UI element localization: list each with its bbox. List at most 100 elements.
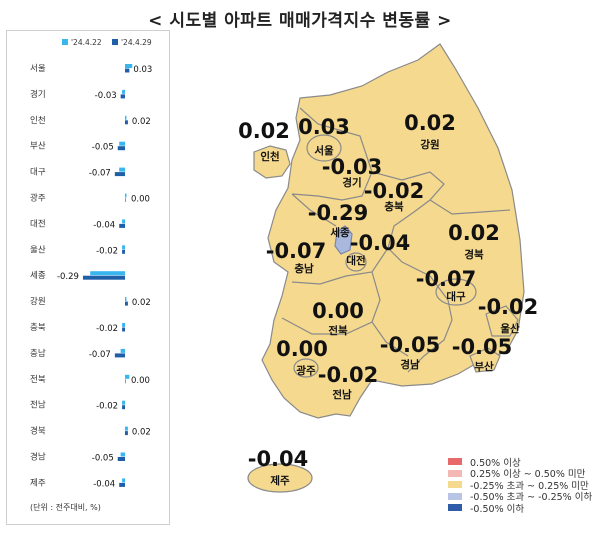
bar-1	[125, 374, 130, 379]
legend-swatch	[448, 492, 462, 500]
legend-item: 0.50% 이상	[448, 456, 592, 469]
unit-note: (단위 : 전주대비, %)	[30, 502, 101, 512]
region-value: 0.02	[404, 111, 456, 135]
region-name: 대전	[346, 254, 365, 267]
bar-2	[117, 146, 125, 151]
category-label: 대전	[30, 218, 46, 229]
region-name: 경남	[400, 358, 420, 371]
ulsan-shape	[485, 305, 519, 337]
bar-2	[117, 457, 125, 461]
bar-1	[125, 426, 128, 431]
region-name: 전북	[328, 324, 348, 337]
bar-1	[122, 400, 125, 405]
legend-item: -0.50% 초과 ~ -0.25% 이하	[448, 491, 592, 503]
bar-data-label: 0.03	[133, 65, 152, 75]
region-value: 0.00	[312, 299, 364, 323]
legend-swatch	[448, 469, 462, 477]
region-name: 대구	[446, 290, 466, 303]
bar-data-label: -0.29	[57, 272, 79, 282]
jeju-shape	[247, 463, 313, 493]
bar-1	[122, 478, 125, 483]
bar-2	[120, 94, 125, 99]
bar-1	[125, 297, 127, 302]
bar-1	[120, 348, 125, 353]
category-label: 충남	[30, 349, 46, 359]
bar-1	[122, 323, 125, 327]
incheon-shape	[253, 145, 291, 179]
bar-2	[122, 327, 125, 332]
bar-data-label: -0.07	[89, 350, 111, 360]
bar-2	[114, 172, 125, 177]
category-label: 경기	[30, 89, 46, 100]
region-name: 경북	[464, 248, 484, 261]
region-value: 0.02	[448, 221, 500, 245]
legend-label-2: '24.4.29	[121, 38, 152, 47]
category-label: 광주	[30, 193, 46, 204]
bar-2	[119, 223, 125, 228]
bar-1	[119, 141, 125, 146]
legend-label: -0.25% 초과 ~ 0.25% 미만	[470, 480, 589, 492]
region-name: 경기	[342, 176, 361, 189]
bar-1	[125, 64, 133, 68]
bar-2	[122, 405, 125, 410]
region-value: 0.00	[276, 337, 328, 361]
bar-data-label: -0.04	[93, 220, 115, 230]
bar-1	[90, 271, 125, 276]
bar-data-label: -0.07	[89, 169, 111, 179]
category-label: 인천	[30, 115, 46, 126]
region-value: -0.29	[308, 201, 369, 225]
category-label: 부산	[30, 141, 46, 152]
region-name: 제주	[270, 474, 290, 487]
category-label: 전북	[30, 374, 46, 385]
legend-label: 0.25% 이상 ~ 0.50% 미만	[470, 469, 586, 481]
bar-data-label: 0.02	[132, 428, 151, 438]
region-name: 충북	[384, 200, 404, 213]
bar-2	[119, 482, 125, 487]
legend-swatch	[448, 458, 462, 466]
region-value: -0.02	[364, 179, 425, 203]
region-value: -0.07	[416, 267, 477, 291]
gwangju-shape	[293, 358, 319, 378]
legend-label: 0.50% 이상	[470, 457, 521, 469]
legend-swatch	[448, 504, 462, 512]
legend-swatch-1	[62, 39, 68, 45]
bar-data-label: -0.05	[92, 454, 114, 464]
daejeon-shape	[345, 252, 367, 272]
legend-label-1: '24.4.22	[71, 38, 102, 47]
region-value: -0.02	[318, 363, 379, 387]
bar-1	[122, 245, 125, 250]
bar-2	[125, 68, 130, 73]
bar-1	[122, 89, 125, 94]
bar-data-label: -0.04	[93, 479, 115, 489]
bar-data-label: 0.02	[132, 298, 151, 308]
bar-data-label: -0.03	[95, 91, 117, 101]
region-value: -0.04	[248, 447, 309, 471]
bar-data-label: -0.05	[92, 143, 114, 153]
region-name: 세종	[330, 226, 350, 239]
bar-data-label: -0.02	[96, 246, 118, 256]
region-name: 강원	[420, 138, 439, 151]
category-label: 대구	[30, 168, 46, 178]
bar-1	[122, 219, 125, 224]
bar-1	[120, 452, 125, 457]
bar-chart: '24.4.22 '24.4.29 서울 0.03 경기 -0.03 인천 0.02 부산 -0.…	[30, 38, 152, 512]
category-label: 전남	[30, 400, 46, 411]
legend-item: -0.50% 이하	[448, 502, 592, 515]
bar-1	[119, 167, 125, 172]
legend-item: -0.25% 초과 ~ 0.25% 미만	[448, 479, 592, 492]
category-label: 경북	[30, 426, 46, 437]
region-name: 울산	[500, 322, 520, 335]
chart-title: < 시도별 아파트 매매가격지수 변동률 >	[148, 11, 452, 31]
legend-item: 0.25% 이상 ~ 0.50% 미만	[448, 468, 592, 480]
bar-2	[82, 275, 125, 280]
bar-1	[125, 193, 127, 198]
region-value: 0.02	[238, 119, 290, 143]
bar-2	[125, 120, 128, 125]
region-name: 충남	[294, 262, 314, 275]
legend-swatch-2	[112, 39, 118, 45]
category-label: 세종	[30, 271, 46, 281]
bar-2	[114, 353, 125, 358]
category-label: 제주	[30, 478, 46, 488]
category-label: 울산	[30, 244, 46, 255]
